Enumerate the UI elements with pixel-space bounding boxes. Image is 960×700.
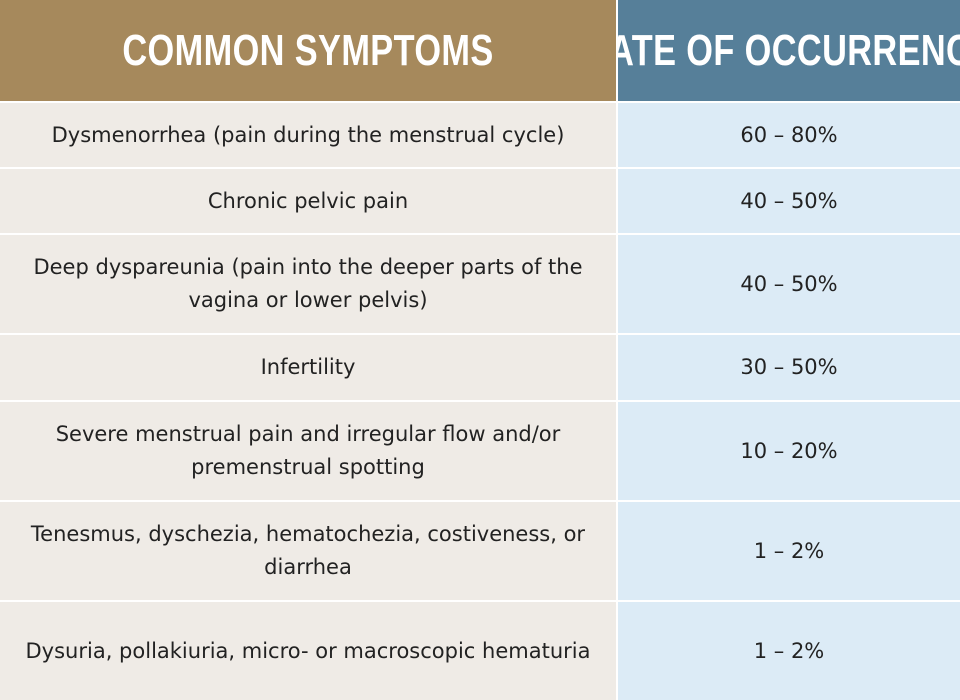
column-header-symptoms-label: COMMON SYMPTOMS — [122, 26, 494, 75]
column-header-rate: RATE OF OCCURRENCE — [616, 0, 960, 101]
rate-cell: 30 – 50% — [616, 333, 960, 400]
rate-cell: 40 – 50% — [616, 167, 960, 233]
rate-cell: 1 – 2% — [616, 600, 960, 700]
symptom-cell: Deep dyspareunia (pain into the deeper p… — [0, 233, 616, 333]
rate-cell: 60 – 80% — [616, 101, 960, 167]
symptom-cell: Dysuria, pollakiuria, micro- or macrosco… — [0, 600, 616, 700]
rate-cell: 10 – 20% — [616, 400, 960, 500]
symptom-cell: Infertility — [0, 333, 616, 400]
symptom-cell: Tenesmus, dyschezia, hematochezia, costi… — [0, 500, 616, 600]
column-header-rate-label: RATE OF OCCURRENCE — [618, 26, 960, 75]
symptom-cell: Severe menstrual pain and irregular flow… — [0, 400, 616, 500]
symptom-cell: Chronic pelvic pain — [0, 167, 616, 233]
column-header-symptoms: COMMON SYMPTOMS — [0, 0, 616, 101]
rate-cell: 1 – 2% — [616, 500, 960, 600]
symptom-cell: Dysmenorrhea (pain during the menstrual … — [0, 101, 616, 167]
rate-cell: 40 – 50% — [616, 233, 960, 333]
